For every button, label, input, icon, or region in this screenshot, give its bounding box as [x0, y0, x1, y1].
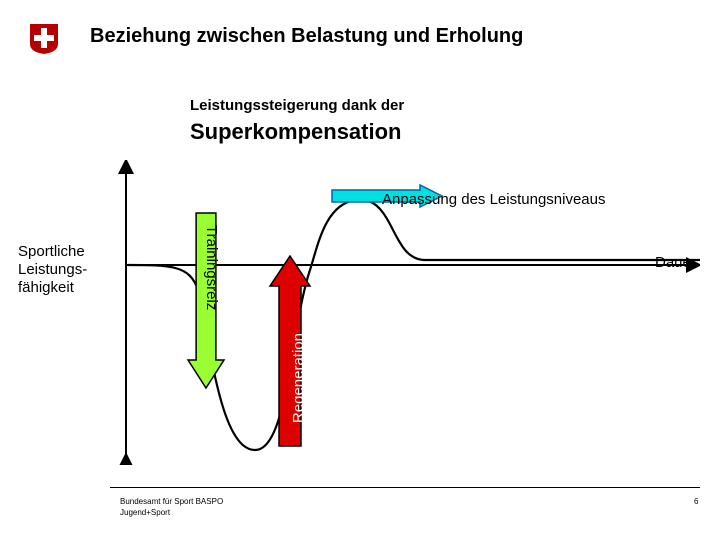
footer-divider	[110, 487, 700, 488]
page-title: Beziehung zwischen Belastung und Erholun…	[90, 25, 523, 48]
footer-line1: Bundesamt für Sport BASPO	[120, 497, 223, 506]
subtitle-line2: Superkompensation	[190, 119, 401, 145]
page-number: 6	[694, 497, 698, 506]
training-label: Trainingsreiz	[203, 225, 220, 310]
y-axis-label: SportlicheLeistungs-fähigkeit	[18, 243, 87, 297]
footer-line2: Jugend+Sport	[120, 508, 170, 517]
x-axis-label: Dauer	[655, 254, 696, 271]
subtitle-line1: Leistungssteigerung dank der	[190, 97, 404, 114]
swiss-logo	[28, 22, 60, 54]
regeneration-label: Regeneration	[290, 333, 307, 423]
anpassung-label: Anpassung des Leistungsniveaus	[382, 191, 606, 208]
